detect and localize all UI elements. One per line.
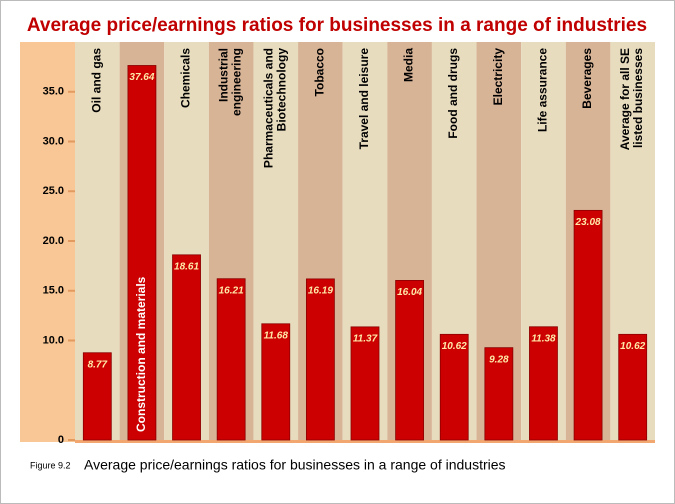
x-tick-label-line: Media	[402, 48, 416, 82]
x-tick-label: Travel and leisure	[357, 48, 371, 150]
x-tick-label-line: Biotechnology	[274, 48, 288, 132]
x-tick-label-line: Food and drugs	[446, 48, 460, 139]
value-label: 37.64	[129, 72, 154, 83]
bar	[172, 254, 201, 441]
caption: Average price/earnings ratios for busine…	[84, 457, 506, 473]
x-tick-label: Pharmaceuticals andBiotechnology	[261, 48, 288, 168]
x-tick-label: Media	[402, 48, 416, 82]
y-tick-label: 35.0	[43, 86, 64, 98]
value-label: 23.08	[575, 217, 601, 228]
floor	[75, 440, 655, 443]
y-tick-label: 25.0	[43, 185, 64, 197]
value-label: 18.61	[174, 261, 199, 272]
x-tick-label: Chemicals	[179, 48, 193, 108]
x-tick-label-line: Construction and materials	[134, 276, 148, 432]
value-label: 10.62	[442, 341, 467, 352]
value-label: 9.28	[489, 354, 509, 365]
x-tick-label: Industrialengineering	[217, 48, 244, 116]
value-label: 16.04	[397, 287, 422, 298]
x-tick-label-line: Industrial	[217, 48, 231, 102]
value-label: 11.68	[264, 330, 289, 341]
x-tick-label-line: Oil and gas	[89, 48, 103, 113]
x-tick-label-line: Pharmaceuticals and	[261, 48, 275, 168]
x-tick-label-line: Tobacco	[313, 48, 327, 96]
value-label: 11.38	[531, 333, 556, 344]
x-tick-label: Life assurance	[536, 48, 550, 132]
bar	[573, 209, 603, 441]
x-tick-label-line: Beverages	[580, 48, 594, 109]
x-tick-label-line: engineering	[230, 48, 244, 116]
x-tick-label-line: Travel and leisure	[357, 48, 371, 150]
bar	[529, 326, 558, 441]
y-tick-label: 20.0	[43, 235, 64, 247]
axis-panel	[20, 42, 75, 442]
y-tick-label: 10.0	[43, 334, 64, 346]
x-tick-label: Average for all SElisted businesses	[618, 48, 645, 151]
y-tick-label: 0	[58, 434, 64, 446]
x-tick-label: Construction and materials	[134, 276, 148, 432]
bar	[395, 280, 425, 441]
x-tick-label: Beverages	[580, 48, 594, 109]
bar	[484, 347, 514, 441]
bar	[261, 323, 291, 441]
caption-label: Figure 9.2	[30, 460, 71, 470]
x-tick-label: Food and drugs	[446, 48, 460, 139]
bar	[216, 278, 246, 441]
value-label: 16.19	[308, 286, 333, 297]
value-label: 8.77	[88, 359, 108, 370]
bar	[127, 65, 157, 441]
value-label: 16.21	[219, 285, 244, 296]
x-tick-label-line: Chemicals	[179, 48, 193, 108]
x-tick-label: Tobacco	[313, 48, 327, 96]
chart-title: Average price/earnings ratios for busine…	[27, 15, 647, 36]
bar	[82, 352, 112, 441]
bar	[618, 333, 648, 441]
bar	[350, 326, 380, 441]
x-tick-label-line: Electricity	[491, 48, 505, 106]
bar	[439, 333, 469, 441]
value-label: 10.62	[620, 341, 645, 352]
x-tick-label: Oil and gas	[89, 48, 103, 113]
x-tick-label-line: listed businesses	[631, 48, 645, 148]
bar	[305, 278, 335, 441]
value-label: 11.37	[353, 334, 378, 345]
x-tick-label-line: Life assurance	[536, 48, 550, 132]
y-tick-label: 30.0	[43, 135, 64, 147]
y-tick-label: 15.0	[43, 285, 64, 297]
x-tick-label: Electricity	[491, 48, 505, 106]
x-tick-label-line: Average for all SE	[618, 48, 632, 150]
